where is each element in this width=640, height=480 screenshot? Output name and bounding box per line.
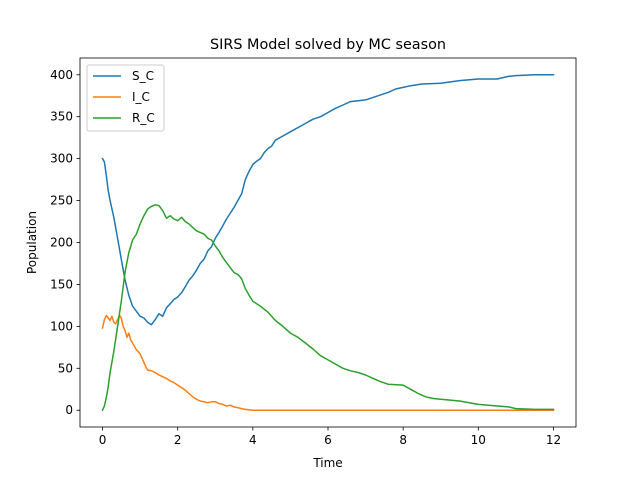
x-axis-ticks: 0 2 4 6 8 10 12 <box>99 427 561 447</box>
x-tick-label: 2 <box>174 433 182 447</box>
x-tick-label: 4 <box>249 433 257 447</box>
legend-label: I_C <box>132 90 150 104</box>
y-tick-label: 350 <box>50 110 73 124</box>
series-line-s-c <box>101 74 555 326</box>
y-tick-label: 400 <box>50 68 73 82</box>
y-tick-label: 0 <box>65 403 73 417</box>
legend-label: S_C <box>132 69 154 83</box>
series-layer <box>101 74 555 412</box>
x-tick-label: 6 <box>324 433 332 447</box>
y-tick-label: 200 <box>50 236 73 250</box>
y-axis-label: Population <box>25 211 39 274</box>
legend: S_C I_C R_C <box>86 64 165 132</box>
y-axis-ticks: 0 50 100 150 200 250 300 350 400 <box>50 68 80 417</box>
x-axis-label: Time <box>312 456 342 470</box>
x-tick-label: 8 <box>399 433 407 447</box>
y-tick-label: 250 <box>50 194 73 208</box>
y-tick-label: 300 <box>50 152 73 166</box>
x-tick-label: 10 <box>471 433 486 447</box>
chart-title: SIRS Model solved by MC season <box>210 37 446 53</box>
series-line-r-c <box>101 204 555 412</box>
x-tick-label: 12 <box>546 433 561 447</box>
x-tick-label: 0 <box>99 433 107 447</box>
y-tick-label: 100 <box>50 319 73 333</box>
legend-frame <box>86 64 165 132</box>
y-tick-label: 150 <box>50 277 73 291</box>
legend-label: R_C <box>132 111 155 125</box>
y-tick-label: 50 <box>58 361 73 375</box>
